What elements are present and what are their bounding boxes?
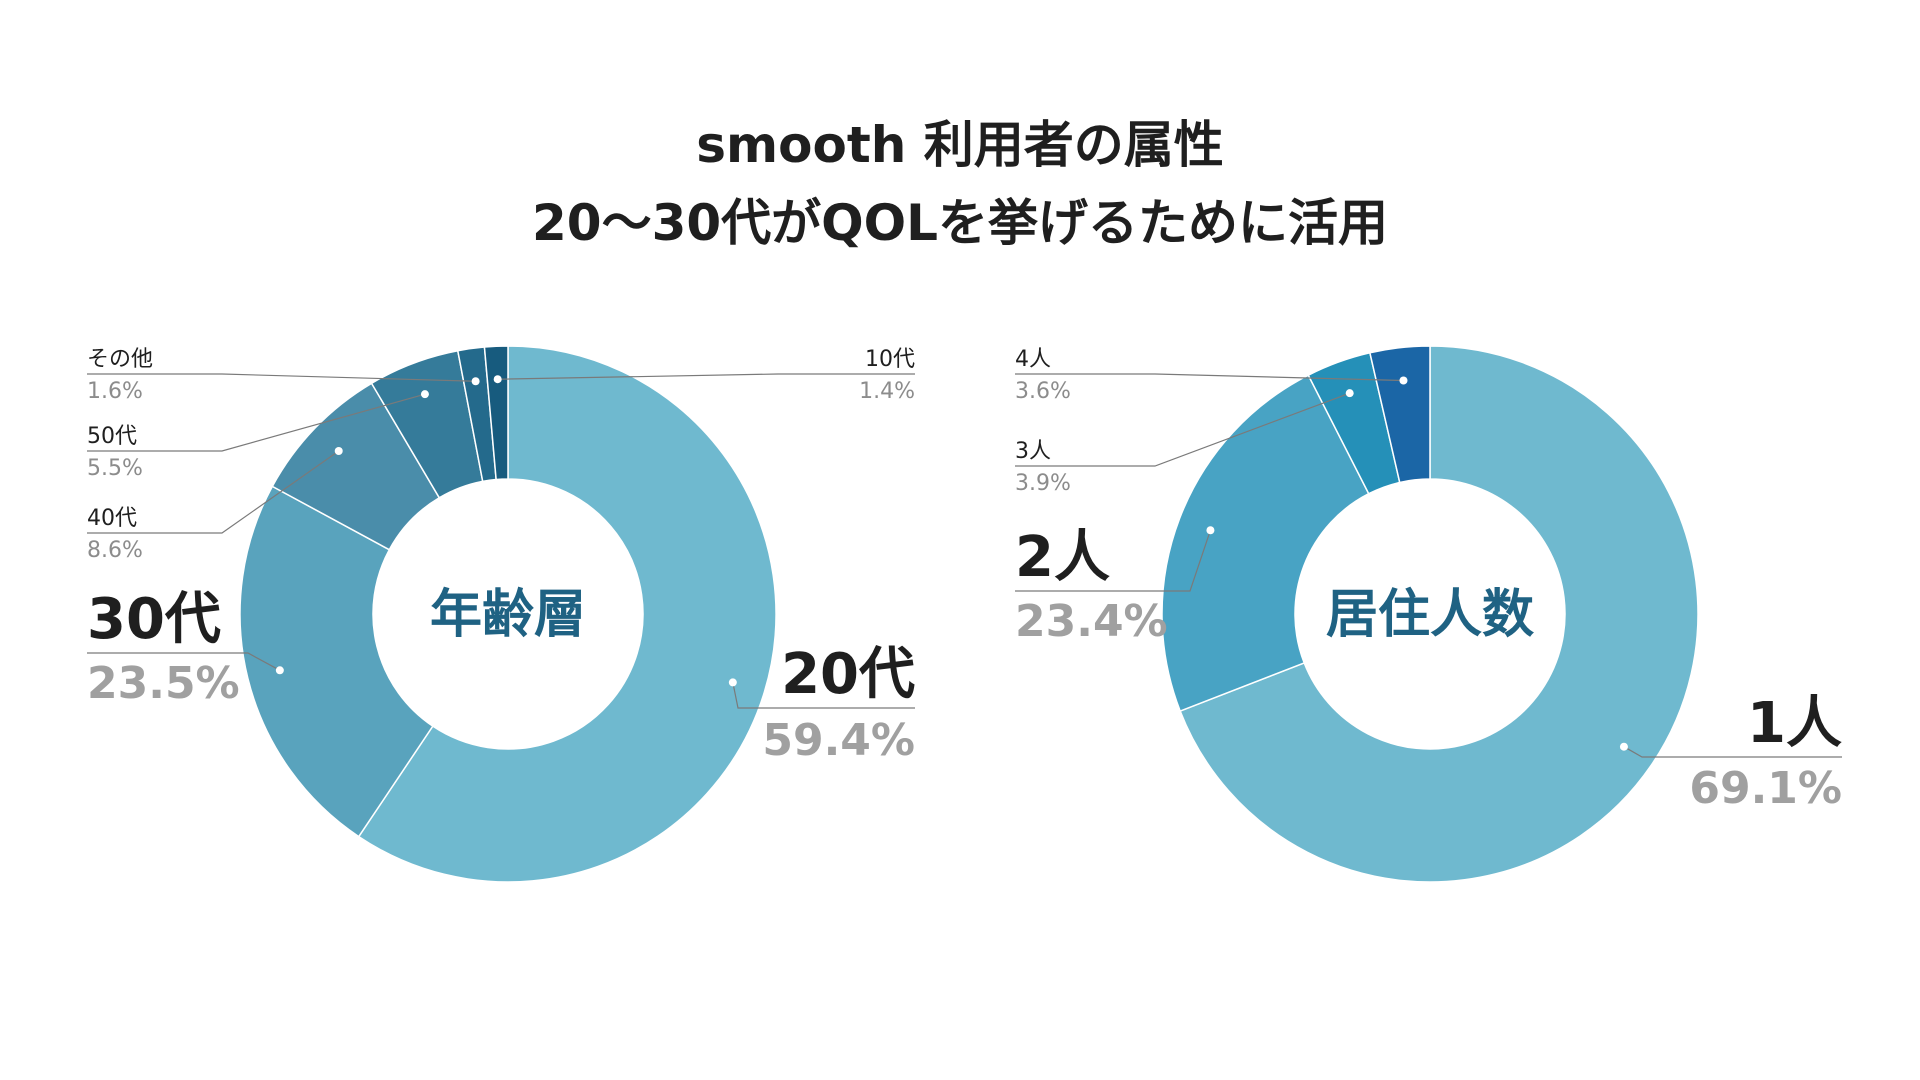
slice-label: 4人 (1015, 347, 1051, 372)
slice-label: 50代 (87, 424, 137, 449)
leader-line (732, 682, 915, 709)
leader-dot (1619, 742, 1628, 751)
slice-percent: 5.5% (87, 456, 143, 481)
slice-label: 40代 (87, 506, 137, 531)
slice-label: 1人 (1747, 691, 1842, 756)
leader-line (1015, 530, 1212, 592)
leader-dot (334, 446, 343, 455)
center-label: 年齢層 (430, 585, 586, 645)
leader-dot (471, 377, 480, 386)
leader-dot (1345, 389, 1354, 398)
chart-title-line-1: smooth 利用者の属性 (696, 116, 1224, 174)
leader-line (87, 450, 340, 534)
donut-chart-2: 居住人数 1人 69.1% 2人 23.4% 3人 3.9% 4人 3.6% (1015, 345, 1842, 883)
slice-percent: 23.5% (87, 658, 240, 709)
leader-line (497, 373, 915, 380)
leader-line (1015, 392, 1350, 467)
slice-percent: 59.4% (762, 715, 915, 766)
leader-line (87, 393, 426, 452)
leader-line (1015, 373, 1404, 382)
slice-label: 3人 (1015, 439, 1051, 464)
slice-label: 20代 (781, 642, 915, 707)
center-label: 居住人数 (1326, 585, 1534, 645)
slice-percent: 1.6% (87, 379, 143, 404)
slice-percent: 3.9% (1015, 471, 1071, 496)
leader-line (1623, 746, 1842, 758)
leader-dot (420, 390, 429, 399)
slice-label: 30代 (87, 587, 221, 652)
slice-label: 10代 (865, 347, 915, 372)
slice-percent: 23.4% (1015, 596, 1168, 647)
slice-2 (239, 485, 434, 838)
slice-label: その他 (87, 347, 153, 372)
leader-line (87, 373, 476, 382)
chart-title-line-2: 20〜30代がQOLを挙げるために活用 (531, 194, 1389, 252)
slice-label: 2人 (1015, 525, 1110, 590)
donut-chart-1: 年齢層 20代 59.4% 30代 23.5% 40代 8.6% 50代 5.5% その他 1.6%… (87, 345, 915, 883)
leader-dot (493, 375, 502, 384)
slice-1 (357, 345, 777, 883)
leader-dot (1206, 526, 1215, 535)
slice-percent: 1.4% (859, 379, 915, 404)
leader-dot (1399, 376, 1408, 385)
slice-2 (1161, 374, 1370, 713)
leader-dot (275, 666, 284, 675)
leader-line (87, 652, 281, 671)
slice-percent: 69.1% (1689, 763, 1842, 814)
leader-dot (728, 678, 737, 687)
slice-percent: 8.6% (87, 538, 143, 563)
slice-1 (1179, 345, 1699, 883)
slice-percent: 3.6% (1015, 379, 1071, 404)
